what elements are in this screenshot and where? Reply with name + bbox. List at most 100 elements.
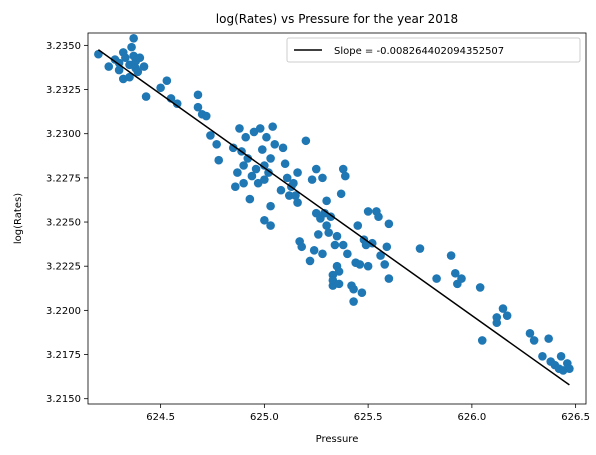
data-point-78 xyxy=(320,208,329,218)
data-point-32 xyxy=(233,168,242,177)
y-tick-label: 3.2350 xyxy=(46,41,81,52)
data-point-65 xyxy=(293,168,302,177)
legend-label: Slope = -0.008264402094352507 xyxy=(334,46,504,57)
data-point-81 xyxy=(324,228,334,237)
data-point-111 xyxy=(380,260,390,269)
data-point-86 xyxy=(330,240,340,250)
data-point-121 xyxy=(475,283,485,292)
data-point-124 xyxy=(492,318,502,328)
data-point-130 xyxy=(544,334,553,343)
y-tick-label: 3.2225 xyxy=(46,262,81,273)
data-point-20 xyxy=(162,76,172,85)
data-point-26 xyxy=(201,111,211,121)
data-point-113 xyxy=(384,274,394,283)
data-point-117 xyxy=(446,251,456,260)
legend-box xyxy=(286,37,581,63)
data-point-118 xyxy=(450,268,460,278)
data-point-100 xyxy=(353,221,363,230)
data-point-44 xyxy=(255,124,265,133)
x-axis-label: Pressure xyxy=(316,434,359,445)
data-point-63 xyxy=(291,191,300,200)
data-point-88 xyxy=(332,231,342,241)
data-point-9 xyxy=(125,72,134,82)
y-tick-label: 3.2300 xyxy=(46,129,81,140)
data-point-15 xyxy=(133,67,143,77)
x-tick-label: 624.5 xyxy=(146,412,175,423)
data-point-127 xyxy=(525,329,535,338)
data-point-77 xyxy=(318,173,327,183)
data-point-54 xyxy=(268,122,277,131)
data-point-11 xyxy=(129,34,138,43)
data-point-19 xyxy=(156,83,165,93)
scatter-points xyxy=(94,34,574,375)
data-point-23 xyxy=(193,90,203,100)
y-tick-label: 3.2200 xyxy=(46,306,81,317)
fit-line-layer xyxy=(97,49,570,386)
data-point-129 xyxy=(538,352,547,361)
data-point-82 xyxy=(326,212,336,222)
data-point-92 xyxy=(338,240,348,250)
data-point-70 xyxy=(307,175,317,184)
data-point-10 xyxy=(127,42,136,52)
data-point-45 xyxy=(258,145,267,154)
data-point-95 xyxy=(343,249,352,259)
x-tick-label: 625.5 xyxy=(354,412,383,423)
y-tick-label: 3.2275 xyxy=(46,173,81,184)
data-point-97 xyxy=(349,297,358,306)
y-tick-label: 3.2150 xyxy=(46,394,81,405)
data-point-48 xyxy=(260,215,269,225)
data-point-115 xyxy=(415,244,425,253)
data-point-43 xyxy=(253,178,263,188)
data-point-30 xyxy=(228,143,238,153)
data-point-93 xyxy=(338,164,348,174)
data-point-102 xyxy=(357,288,367,298)
data-point-114 xyxy=(384,219,394,229)
chart-title: log(Rates) vs Pressure for the year 2018 xyxy=(216,12,458,26)
data-point-28 xyxy=(212,140,221,149)
data-point-62 xyxy=(289,178,298,188)
data-point-122 xyxy=(477,336,487,345)
data-point-36 xyxy=(239,178,248,188)
data-point-90 xyxy=(334,279,344,289)
data-point-71 xyxy=(309,246,319,255)
data-point-31 xyxy=(231,182,240,191)
x-tick-label: 626.0 xyxy=(458,412,487,423)
y-axis: 3.2150 3.2175 3.2200 3.2225 3.2250 3.2275 3.23… xyxy=(46,41,88,405)
data-point-120 xyxy=(457,274,466,283)
data-point-60 xyxy=(284,191,294,200)
data-point-57 xyxy=(278,143,288,153)
legend: Slope = -0.008264402094352507 xyxy=(286,37,581,63)
data-point-134 xyxy=(556,352,566,361)
data-point-137 xyxy=(565,364,574,373)
data-point-51 xyxy=(266,154,275,163)
data-point-89 xyxy=(334,267,344,276)
data-point-58 xyxy=(280,159,290,169)
data-point-37 xyxy=(241,132,250,142)
data-point-126 xyxy=(502,311,512,320)
data-point-46 xyxy=(260,175,269,184)
data-point-128 xyxy=(529,336,539,345)
data-point-116 xyxy=(432,274,441,283)
x-tick-label: 625.0 xyxy=(250,412,279,423)
plot-frame xyxy=(87,32,587,405)
data-point-98 xyxy=(349,284,358,294)
data-point-76 xyxy=(318,249,327,259)
data-point-85 xyxy=(328,276,338,285)
data-point-110 xyxy=(376,251,385,260)
data-point-8 xyxy=(125,60,134,70)
data-point-27 xyxy=(206,131,215,140)
data-point-55 xyxy=(270,140,280,149)
data-point-38 xyxy=(243,154,253,163)
data-point-3 xyxy=(114,65,124,75)
data-point-1 xyxy=(104,62,114,71)
data-point-29 xyxy=(214,155,224,165)
data-point-94 xyxy=(341,171,350,181)
data-point-59 xyxy=(282,173,292,183)
fit-line xyxy=(97,49,570,386)
data-point-56 xyxy=(276,185,286,195)
x-axis: 624.5 625.0 625.5 626.0 626.5 xyxy=(146,404,590,423)
data-point-17 xyxy=(139,62,149,71)
data-point-40 xyxy=(247,171,257,181)
data-point-33 xyxy=(235,124,244,133)
